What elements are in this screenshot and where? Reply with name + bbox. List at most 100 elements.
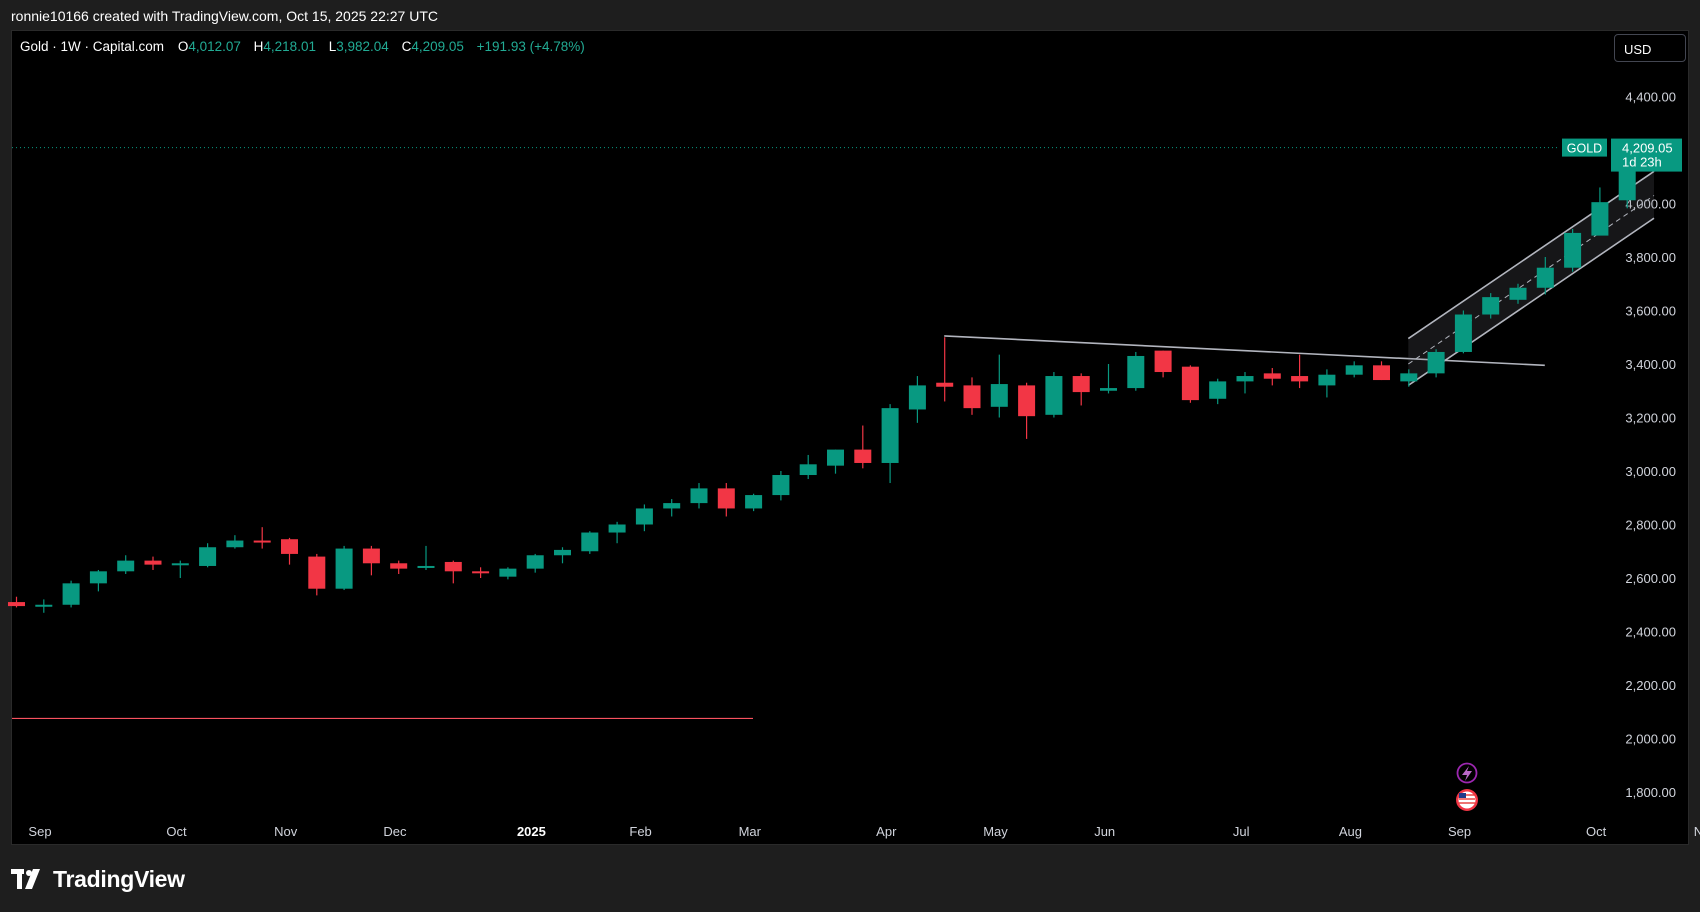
open-value: 4,012.07 (188, 39, 241, 54)
close-label: C (401, 39, 412, 54)
candle-body (990, 384, 1008, 407)
candle (308, 553, 326, 596)
candle (581, 531, 599, 554)
candle-body (1045, 376, 1063, 415)
y-axis-tick-label: 2,000.00 (1625, 732, 1676, 747)
candle-body (117, 560, 135, 572)
y-axis-tick-label: 3,200.00 (1625, 411, 1676, 426)
candle-body (199, 547, 217, 566)
channel-middle-line (1408, 195, 1655, 365)
candle (1154, 350, 1172, 378)
candle (199, 543, 217, 568)
x-axis-tick-label: Apr (876, 824, 897, 839)
candle (854, 425, 872, 469)
candle-body (1154, 350, 1172, 373)
candle-body (1591, 202, 1609, 236)
candle (635, 504, 653, 532)
candle (717, 483, 735, 517)
candle (1536, 257, 1554, 295)
candle (144, 556, 162, 570)
candle-body (8, 602, 25, 607)
x-axis-tick-label: Dec (383, 824, 407, 839)
chart-pane[interactable] (11, 30, 1689, 845)
lightning-icon[interactable] (1456, 762, 1478, 784)
candle-body (1345, 365, 1363, 375)
y-axis-tick-label: 2,400.00 (1625, 625, 1676, 640)
candle-body (1209, 381, 1227, 399)
high-value: 4,218.01 (263, 39, 316, 54)
candle (117, 555, 135, 574)
candle (1400, 369, 1418, 387)
candle (472, 567, 490, 578)
candle-body (472, 571, 490, 574)
candle (1373, 361, 1390, 381)
candle (444, 560, 462, 584)
candle (1509, 283, 1527, 304)
x-axis-tick-label: Jun (1094, 824, 1115, 839)
candle-body (226, 540, 244, 548)
candle-body (417, 565, 435, 568)
candle (1564, 228, 1582, 272)
y-axis-tick-label: 2,800.00 (1625, 518, 1676, 533)
high-label: H (253, 39, 264, 54)
candle (1072, 373, 1090, 406)
bar-countdown: 1d 23h (1622, 155, 1662, 170)
y-axis-tick-label: 4,000.00 (1625, 197, 1676, 212)
y-axis-tick-label: 3,800.00 (1625, 250, 1676, 265)
candle-body (444, 561, 462, 572)
candle (1181, 365, 1199, 403)
change-value: +191.93 (+4.78%) (476, 39, 585, 54)
candle-body (1318, 374, 1336, 386)
candle-body (1482, 297, 1500, 315)
candle-body (1236, 376, 1254, 382)
candle (772, 471, 790, 501)
candle (608, 521, 626, 544)
channel-lower-line[interactable] (1407, 217, 1655, 387)
candle-body (1400, 373, 1418, 382)
candle-body (1018, 385, 1036, 417)
candle (1427, 349, 1445, 378)
candle-body (1263, 373, 1281, 379)
candle (281, 537, 298, 565)
candle-body (390, 563, 408, 569)
price-tag-value: 4,209.05 (1622, 141, 1673, 156)
candle-body (717, 488, 735, 509)
candle (1100, 364, 1117, 394)
y-axis-tick-label: 2,200.00 (1625, 678, 1676, 693)
candle-body (1127, 355, 1145, 389)
channel-upper-line[interactable] (1407, 170, 1655, 340)
currency-selector[interactable]: USD (1614, 34, 1686, 62)
brand-name: TradingView (53, 865, 185, 892)
chart-credit: ronnie10166 created with TradingView.com… (11, 8, 438, 24)
candle-body (663, 503, 681, 509)
close-value: 4,209.05 (411, 39, 464, 54)
x-axis-tick-label: Sep (1448, 824, 1471, 839)
candle (1591, 187, 1609, 236)
candle-body (1181, 366, 1199, 401)
candle-body (936, 382, 954, 387)
candle-body (62, 583, 80, 605)
y-axis-tick-label: 1,800.00 (1625, 785, 1676, 800)
candle-body (772, 475, 790, 496)
price-tag-box (1611, 138, 1682, 172)
x-axis-tick-label: Feb (629, 824, 651, 839)
candle-body (608, 524, 626, 533)
x-axis-tick-label: Jul (1233, 824, 1250, 839)
low-label: L (328, 39, 337, 54)
candle (253, 527, 271, 549)
candle (1263, 368, 1281, 386)
candle-body (827, 449, 844, 466)
symbol-title[interactable]: Gold · 1W · Capital.com (20, 39, 165, 54)
drawings-layer (12, 147, 1655, 720)
candle-body (963, 385, 981, 409)
candle-body (908, 385, 926, 410)
symbol-tag-label: GOLD (1567, 142, 1602, 156)
candle (335, 545, 353, 591)
candle-body (89, 571, 107, 584)
candle-body (362, 548, 380, 564)
candle (690, 483, 708, 509)
candle (1345, 361, 1363, 378)
us-flag-icon[interactable] (1456, 789, 1478, 811)
